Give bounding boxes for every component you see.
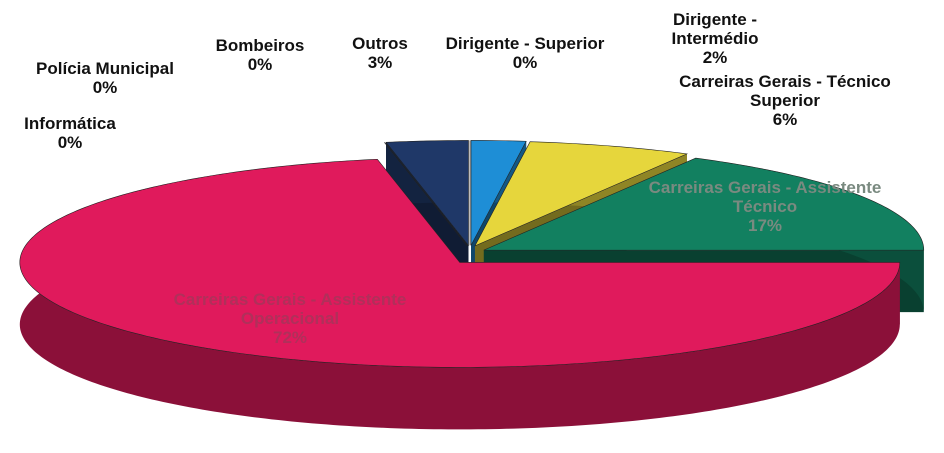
slice — [385, 140, 469, 247]
slice-name: Carreiras Gerais - Assistente Operaciona… — [173, 290, 407, 328]
slice-value: 0% — [92, 78, 118, 97]
slice-label: Bombeiros 0% — [195, 36, 325, 74]
slice-name: Dirigente - Superior — [445, 34, 605, 53]
slice-value: 2% — [702, 48, 728, 67]
slice-name: Carreiras Gerais - Assistente Técnico — [648, 178, 882, 216]
slice-name: Dirigente - Intermédio — [671, 10, 759, 48]
slice-value: 72% — [272, 328, 308, 347]
slice-value: 17% — [747, 216, 783, 235]
slice-label: Informática 0% — [0, 114, 140, 152]
slice-label: Carreiras Gerais - Assistente Operaciona… — [170, 290, 410, 347]
slice-value: 6% — [772, 110, 798, 129]
slice-label: Polícia Municipal 0% — [10, 59, 200, 97]
slice-label: Carreiras Gerais - Assistente Técnico 17% — [640, 178, 890, 235]
slice-name: Carreiras Gerais - Técnico Superior — [679, 72, 891, 110]
slice-value: 0% — [512, 53, 538, 72]
slice-name: Informática — [24, 114, 116, 133]
slice — [483, 157, 925, 251]
slice-label: Outros 3% — [335, 34, 425, 72]
slice — [474, 141, 689, 247]
slice-name: Outros — [352, 34, 408, 53]
slice-value: 3% — [367, 53, 393, 72]
slice — [470, 140, 527, 246]
slice — [384, 142, 468, 246]
slice-label: Carreiras Gerais - Técnico Superior 6% — [660, 72, 910, 129]
slice-name: Bombeiros — [215, 36, 305, 55]
slice — [19, 158, 901, 368]
slice-value: 0% — [247, 55, 273, 74]
slice-value: 0% — [57, 133, 83, 152]
slice-label: Dirigente - Superior 0% — [440, 34, 610, 72]
slice-label: Dirigente - Intermédio 2% — [640, 10, 790, 67]
slice-name: Polícia Municipal — [36, 59, 174, 78]
